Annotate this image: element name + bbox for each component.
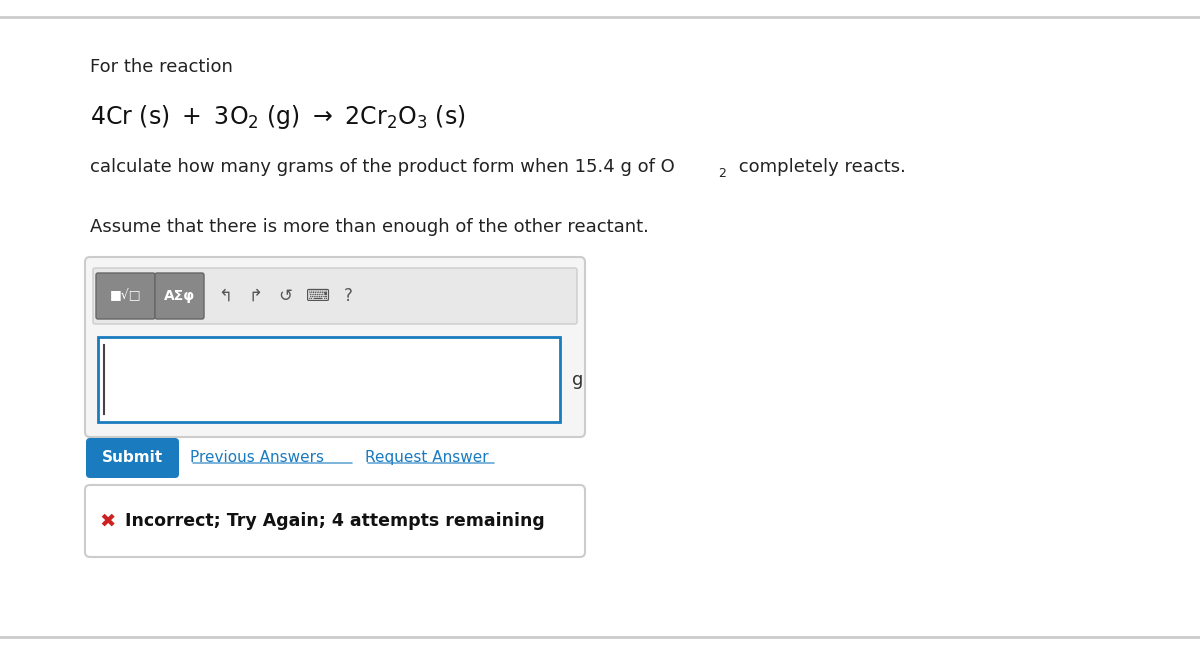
Text: ✖: ✖ [100, 512, 116, 531]
Text: ⌨: ⌨ [306, 287, 330, 305]
Text: Submit: Submit [102, 450, 163, 465]
Text: Previous Answers: Previous Answers [190, 450, 324, 465]
FancyBboxPatch shape [155, 273, 204, 319]
Text: AΣφ: AΣφ [164, 289, 196, 303]
Text: ↺: ↺ [278, 287, 292, 305]
FancyBboxPatch shape [96, 273, 155, 319]
FancyBboxPatch shape [85, 485, 586, 557]
Text: 2: 2 [719, 167, 726, 180]
Text: completely reacts.: completely reacts. [733, 158, 906, 176]
FancyBboxPatch shape [94, 268, 577, 324]
FancyBboxPatch shape [98, 337, 560, 422]
Text: For the reaction: For the reaction [90, 58, 233, 76]
Text: Request Answer: Request Answer [365, 450, 488, 465]
Text: ↰: ↰ [218, 287, 232, 305]
Text: $\mathregular{4Cr\ (s)\ +\ 3O_2\ (g)\ \rightarrow \ 2Cr_2O_3\ (s)}$: $\mathregular{4Cr\ (s)\ +\ 3O_2\ (g)\ \r… [90, 103, 466, 131]
Text: ?: ? [343, 287, 353, 305]
FancyBboxPatch shape [85, 257, 584, 437]
Text: ↱: ↱ [248, 287, 262, 305]
FancyBboxPatch shape [86, 438, 179, 478]
Text: Assume that there is more than enough of the other reactant.: Assume that there is more than enough of… [90, 218, 649, 236]
Text: Incorrect; Try Again; 4 attempts remaining: Incorrect; Try Again; 4 attempts remaini… [125, 512, 545, 530]
Text: g: g [572, 370, 583, 389]
Text: ■√□: ■√□ [109, 289, 142, 303]
Text: calculate how many grams of the product form when 15.4 g of O: calculate how many grams of the product … [90, 158, 674, 176]
